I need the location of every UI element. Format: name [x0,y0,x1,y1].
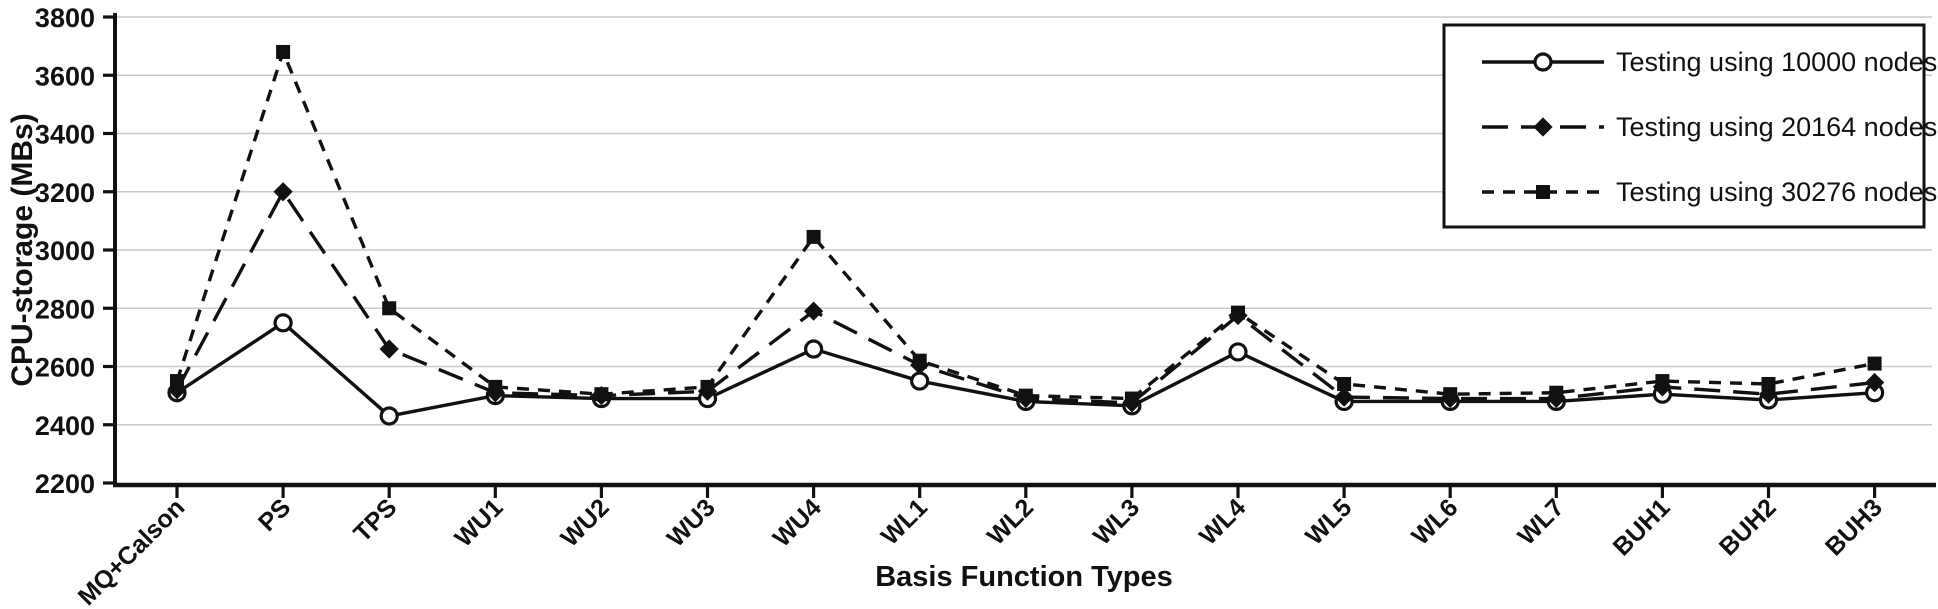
y-tick-label: 3600 [35,61,95,91]
series-3 [170,44,1882,406]
y-tick-label: 2800 [35,294,95,324]
data-point-marker [912,353,927,368]
data-point-marker [379,339,399,359]
y-tick-label: 3400 [35,120,95,150]
data-point-marker [1228,342,1248,362]
data-point-marker [382,301,397,316]
x-tick-label: BUH1 [1608,493,1676,561]
y-tick-label: 2600 [35,353,95,383]
y-tick-label: 2400 [35,411,95,441]
y-axis-title: CPU-storage (MBs) [6,113,39,386]
x-tick-label: WL3 [1088,493,1145,550]
x-tick-label: WL6 [1406,493,1463,550]
data-point-marker [1124,391,1139,406]
y-tick-label: 3000 [35,236,95,266]
y-tick-label: 2200 [35,469,95,499]
data-point-marker [379,406,399,426]
legend: Testing using 10000 nodes Testing using 2… [1442,23,1937,229]
x-tick-label: WU4 [768,493,827,552]
data-point-marker [803,339,824,359]
data-point-marker [806,229,821,244]
x-tick-label: TPS [348,493,402,547]
data-point-marker [1443,387,1458,402]
data-point-marker [1655,374,1670,389]
data-series [167,44,1885,426]
axes [103,13,1936,498]
data-point-marker [1231,305,1245,320]
open-circle-marker-icon [1533,52,1553,72]
gridlines [115,16,1932,426]
x-tick-label: WL7 [1512,493,1569,550]
x-tick-label: BUH3 [1820,493,1888,561]
x-tick-label: WU3 [662,493,721,552]
data-point-marker [1018,388,1033,403]
legend-label: Testing using 30276 nodes [1616,177,1937,207]
data-point-marker [1549,385,1564,400]
x-tick-label: WU1 [449,493,508,552]
data-point-marker [1334,387,1354,407]
data-point-marker [273,313,293,333]
y-tick-label: 3800 [35,3,95,33]
data-point-marker [170,374,184,389]
data-point-marker [594,387,609,402]
data-point-marker [276,44,291,59]
x-tick-label: MQ+Calson [73,493,191,609]
data-point-marker [1337,376,1352,391]
x-tick-label: WL2 [982,493,1039,550]
filled-square-marker-icon [1536,185,1550,199]
x-tick-label: WU2 [556,493,615,552]
legend-entry: Testing using 10000 nodes [1482,47,1937,77]
y-tick-label: 3200 [35,178,95,208]
legend-entry: Testing using 30276 nodes [1482,177,1937,207]
x-tick-label: WL4 [1194,493,1251,550]
data-point-marker [1761,376,1776,391]
x-tick-label: WL1 [876,493,933,550]
data-point-marker [488,379,503,394]
data-point-marker [700,379,715,394]
data-point-marker [910,371,930,391]
data-point-marker [273,182,293,202]
x-tick-label: BUH2 [1714,493,1782,561]
data-point-marker [1864,372,1885,393]
data-point-marker [803,301,824,321]
x-tick-label: PS [253,493,296,536]
legend-entry: Testing using 20164 nodes [1482,112,1937,142]
legend-label: Testing using 20164 nodes [1616,112,1937,142]
legend-label: Testing using 10000 nodes [1616,47,1937,77]
x-tick-label: WL5 [1300,493,1357,550]
series-line [175,47,1875,401]
data-point-marker [1867,356,1882,371]
y-axis-tick-labels: 2200 2400 2600 2800 3000 3200 3400 3600 3800 [35,3,95,499]
x-axis-title: Basis Function Types [875,561,1173,593]
